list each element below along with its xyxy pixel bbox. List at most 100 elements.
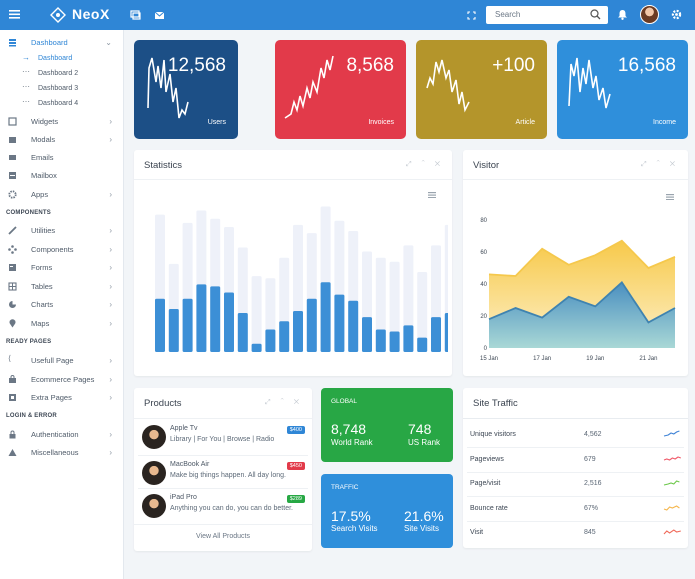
traffic-row[interactable]: Pageviews 679 xyxy=(463,448,687,472)
product-item[interactable]: iPad Pro Anything you can do, you can do… xyxy=(134,491,311,523)
divider xyxy=(463,179,688,180)
product-name: iPad Pro xyxy=(170,494,197,501)
sparkline-icon xyxy=(284,55,334,119)
bar-value xyxy=(375,329,386,352)
product-item[interactable]: MacBook Air Make big things happen. All … xyxy=(134,458,311,490)
arrow-right-icon: → xyxy=(22,53,30,62)
sidebar-item-modals[interactable]: Modals › xyxy=(0,133,124,147)
sidebar-item-authentication[interactable]: Authentication › xyxy=(0,428,124,442)
bar-value xyxy=(168,308,179,352)
fullscreen-icon[interactable] xyxy=(467,11,476,22)
sidebar-item-emails[interactable]: Emails xyxy=(0,151,124,165)
products-card: Products ⤢ ⌃ ✕ Apple Tv Library | For Yo… xyxy=(134,388,312,551)
product-image xyxy=(142,461,166,485)
brand-name[interactable]: NeoX xyxy=(72,6,110,22)
bell-icon[interactable] xyxy=(617,9,628,22)
table-icon xyxy=(8,282,17,291)
y-tick-label: 20 xyxy=(480,314,487,320)
us-rank-value: 748 xyxy=(408,421,432,437)
sidebar-item-label: Components xyxy=(31,245,74,254)
traffic-label: Bounce rate xyxy=(470,504,508,512)
settings-icon[interactable] xyxy=(671,9,682,22)
stat-value: +100 xyxy=(492,55,535,76)
stat-card-article[interactable]: +100 Article xyxy=(416,40,547,139)
sidebar-subitem-dashboard-4[interactable]: ⋯ Dashboard 4 xyxy=(0,97,124,112)
sidebar-item-label: Mailbox xyxy=(31,171,57,180)
sidebar-item-forms[interactable]: Forms › xyxy=(0,261,124,275)
chat-icon[interactable] xyxy=(130,10,141,22)
dashboard-icon xyxy=(8,38,17,47)
sidebar-subitem-dashboard-2[interactable]: ⋯ Dashboard 2 xyxy=(0,67,124,82)
chevron-right-icon: › xyxy=(109,282,112,291)
sidebar-item-components[interactable]: Components › xyxy=(0,243,124,257)
sidebar-item-charts[interactable]: Charts › xyxy=(0,298,124,312)
statistics-chart xyxy=(155,206,448,352)
area-series-line xyxy=(488,281,676,324)
section-header-ready-pages: READY PAGES xyxy=(6,339,52,345)
stat-card-users[interactable]: 12,568 Users xyxy=(134,40,238,139)
statistics-card: Statistics ⤢ ⌃ ✕ xyxy=(134,150,452,376)
sidebar-item-label: Modals xyxy=(31,135,56,144)
sidebar-item-extra-pages[interactable]: Extra Pages › xyxy=(0,391,124,405)
sidebar-subitem-label: Dashboard 4 xyxy=(38,100,79,107)
chevron-right-icon: › xyxy=(109,245,112,254)
bar-value xyxy=(444,313,448,352)
area-series xyxy=(489,282,675,348)
bar-background xyxy=(417,272,428,352)
traffic-row[interactable]: Unique visitors 4,562 xyxy=(463,423,687,447)
price-badge: $400 xyxy=(286,426,305,434)
chevron-right-icon: › xyxy=(109,226,112,235)
sidebar-item-usefull-page[interactable]: ⟨ Usefull Page › xyxy=(0,354,124,368)
sidebar-item-miscellaneous[interactable]: Miscellaneous › xyxy=(0,446,124,460)
sidebar-item-label: Usefull Page xyxy=(31,356,74,365)
sidebar-item-ecommerce-pages[interactable]: Ecommerce Pages › xyxy=(0,373,124,387)
mail-icon[interactable] xyxy=(154,10,165,22)
bar-value xyxy=(155,298,165,352)
stat-card-invoices[interactable]: 8,568 Invoices xyxy=(275,40,406,139)
card-controls[interactable]: ⤢ ⌃ ✕ xyxy=(641,161,680,168)
x-tick-label: 19 Jan xyxy=(586,356,604,362)
sidebar-item-maps[interactable]: Maps › xyxy=(0,317,124,331)
hamburger-icon[interactable] xyxy=(9,9,20,19)
traffic-card: TRAFFIC 17.5% Search Visits 21.6% Site V… xyxy=(321,474,453,548)
chevron-right-icon: › xyxy=(109,319,112,328)
sidebar-item-mailbox[interactable]: Mailbox xyxy=(0,169,124,183)
traffic-label: Pageviews xyxy=(470,455,504,463)
traffic-row[interactable]: Visit 845 xyxy=(463,521,687,545)
search-visits-label: Search Visits xyxy=(331,524,378,533)
modals-icon xyxy=(8,135,17,144)
traffic-row[interactable]: Page/visit 2,516 xyxy=(463,472,687,496)
dots-icon: ⋯ xyxy=(22,97,30,106)
card-controls[interactable]: ⤢ ⌃ ✕ xyxy=(406,161,445,168)
user-avatar[interactable] xyxy=(640,5,659,24)
bar-value xyxy=(251,343,262,352)
search-icon[interactable] xyxy=(590,9,601,22)
divider xyxy=(134,418,312,419)
card-controls[interactable]: ⤢ ⌃ ✕ xyxy=(265,399,304,406)
view-all-products-link[interactable]: View All Products xyxy=(196,533,250,540)
section-header-components: COMPONENTS xyxy=(6,210,52,216)
search-box[interactable]: Search xyxy=(486,6,608,24)
sidebar-item-label: Charts xyxy=(31,300,54,309)
stat-label: Article xyxy=(515,119,535,126)
sidebar-item-widgets[interactable]: Widgets › xyxy=(0,115,124,129)
sidebar-subitem-dashboard-1[interactable]: → Dashboard xyxy=(0,53,124,67)
stat-card-income[interactable]: 16,568 Income xyxy=(557,40,688,139)
product-item[interactable]: Apple Tv Library | For You | Browse | Ra… xyxy=(134,422,311,454)
sidebar-item-tables[interactable]: Tables › xyxy=(0,280,124,294)
menu-icon[interactable] xyxy=(428,191,436,200)
search-input[interactable]: Search xyxy=(495,10,521,19)
menu-icon[interactable] xyxy=(666,193,674,202)
sidebar-item-utilities[interactable]: Utilities › xyxy=(0,224,124,238)
chart-icon xyxy=(8,300,17,309)
traffic-row[interactable]: Bounce rate 67% xyxy=(463,497,687,521)
site-traffic-card: Site Traffic Unique visitors 4,562 Pagevie… xyxy=(463,388,688,548)
sidebar-item-dashboard[interactable]: Dashboard ⌄ xyxy=(0,36,124,50)
traffic-label: Unique visitors xyxy=(470,431,516,438)
divider xyxy=(463,418,688,419)
mail-icon xyxy=(8,153,17,162)
sidebar-item-label: Emails xyxy=(31,153,54,162)
sidebar-subitem-dashboard-3[interactable]: ⋯ Dashboard 3 xyxy=(0,82,124,97)
sidebar-item-apps[interactable]: Apps › xyxy=(0,188,124,202)
product-desc: Make big things happen. All day long. xyxy=(170,472,286,479)
